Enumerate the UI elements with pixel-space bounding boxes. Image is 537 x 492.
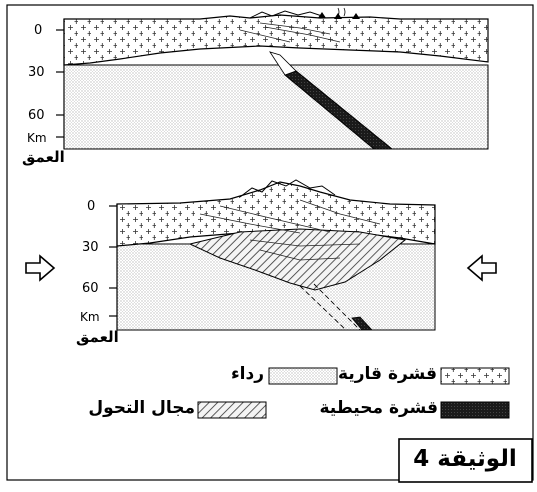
bottom-depth-tick-label: 60 <box>82 281 99 296</box>
legend-label-continental-crust: قشرة قارية <box>338 364 437 384</box>
bottom-depth-unit: Km <box>80 310 100 324</box>
legend-swatch-oceanic-crust <box>440 401 510 419</box>
top-deformation-lines <box>239 22 341 43</box>
top-cross-section <box>56 7 489 150</box>
bottom-depth-ticks <box>109 205 117 317</box>
top-depth-title: العمق <box>22 148 65 166</box>
document-label-box <box>398 438 533 483</box>
top-mantle <box>63 64 489 150</box>
legend <box>197 367 510 419</box>
bottom-cross-section <box>25 179 497 331</box>
legend-swatch-continental-crust <box>440 367 510 385</box>
top-depth-tick-label: 60 <box>28 108 45 123</box>
bottom-depth-title: العمق <box>76 328 119 346</box>
left-compression-arrow-icon <box>25 254 56 282</box>
bottom-oceanic-remnant <box>351 316 373 331</box>
top-depth-ticks <box>56 29 64 138</box>
document-label: الوثيقة 4 <box>413 446 517 472</box>
right-compression-arrow-icon <box>466 254 497 282</box>
top-thrust-symbols <box>318 12 360 19</box>
bottom-depth-tick-label: 0 <box>87 199 96 214</box>
top-depth-unit: Km <box>27 131 47 145</box>
bottom-deformation-lines <box>199 199 381 261</box>
top-depth-tick-label: 30 <box>28 65 45 80</box>
legend-swatch-mantle <box>268 367 338 385</box>
legend-swatch-metamorphism-zone <box>197 401 267 419</box>
top-continental-crust <box>63 14 489 66</box>
bottom-continental-crust <box>116 181 436 247</box>
legend-label-mantle: رداء <box>230 364 264 384</box>
outer-frame <box>6 4 534 481</box>
legend-label-oceanic-crust: قشرة محيطية <box>319 398 439 418</box>
bottom-depth-tick-label: 30 <box>82 240 99 255</box>
legend-label-metamorphism-zone: مجال التحول <box>88 398 195 418</box>
top-depth-tick-label: 0 <box>34 23 43 38</box>
bottom-relict-slab-outline <box>299 283 361 331</box>
